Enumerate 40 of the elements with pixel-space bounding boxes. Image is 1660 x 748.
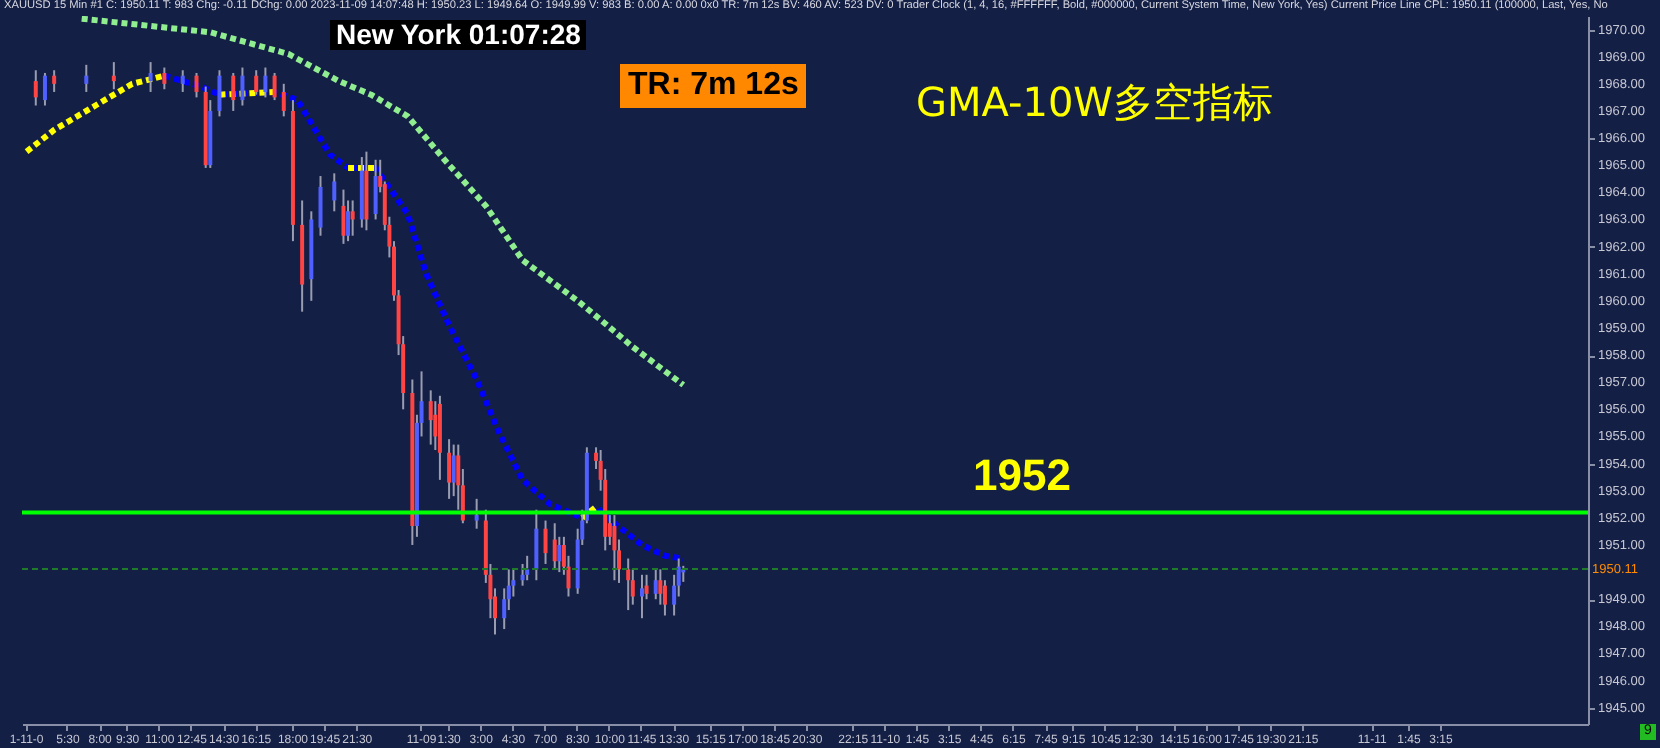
candlestick — [626, 557, 631, 612]
candlestick — [639, 573, 644, 620]
candlestick — [240, 66, 245, 107]
candlestick — [525, 554, 530, 582]
candlestick — [612, 514, 617, 582]
candlestick — [281, 82, 286, 118]
line-series — [161, 72, 687, 562]
candlestick — [520, 562, 525, 587]
line-series — [78, 16, 687, 388]
candlestick — [111, 61, 116, 91]
candlestick — [162, 66, 167, 91]
candlestick — [543, 519, 548, 565]
line-series — [23, 72, 168, 155]
candlestick — [194, 71, 199, 99]
candlestick — [534, 508, 539, 582]
candlestick — [428, 389, 433, 446]
candlestick — [52, 69, 57, 93]
candlestick — [148, 61, 153, 93]
annotation: TR: 7m 12s — [620, 64, 807, 108]
candlestick — [341, 188, 346, 245]
candlestick — [318, 175, 323, 237]
candlestick — [447, 438, 452, 500]
candlestick — [474, 497, 479, 530]
candlestick — [254, 69, 259, 96]
candlestick — [350, 199, 355, 237]
annotation: GMA-10W多空指标 — [916, 78, 1273, 126]
candlestick — [84, 63, 89, 93]
annotation: New York 01:07:28 — [330, 18, 587, 51]
candlestick — [332, 172, 337, 213]
candlestick — [373, 158, 378, 221]
candlestick — [552, 522, 557, 571]
candlestick — [180, 69, 185, 93]
candlestick — [217, 69, 222, 118]
ref-line-label: 1952 — [973, 450, 1071, 501]
candlestick — [42, 71, 47, 107]
candlestick — [272, 71, 277, 102]
candlestick — [263, 66, 268, 99]
candlestick — [33, 69, 38, 107]
candlestick — [653, 568, 658, 601]
candlestick — [231, 71, 236, 112]
